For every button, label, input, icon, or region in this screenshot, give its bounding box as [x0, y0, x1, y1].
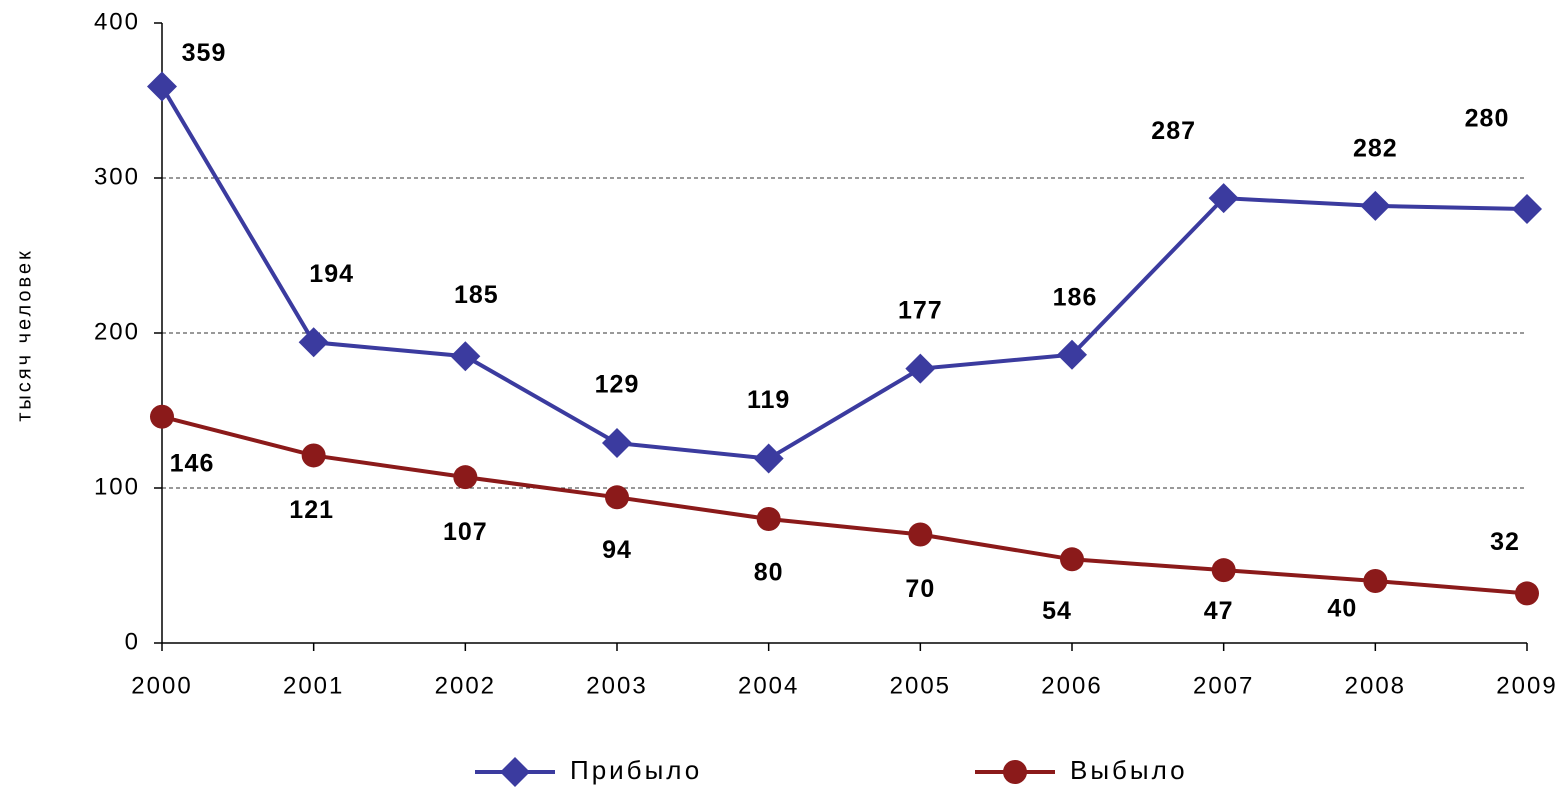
data-label: 186 — [1053, 283, 1098, 311]
data-label: 287 — [1151, 117, 1196, 145]
point-marker — [147, 71, 177, 102]
point-marker — [150, 404, 174, 429]
data-label: 32 — [1490, 528, 1520, 556]
y-tick-label: 300 — [94, 163, 140, 190]
y-tick-label: 0 — [125, 628, 140, 655]
y-tick-label: 200 — [94, 318, 140, 345]
series-line — [161, 414, 1528, 596]
data-label: 194 — [309, 260, 354, 288]
data-label: 121 — [289, 496, 334, 524]
point-marker — [605, 485, 629, 510]
point-marker — [298, 327, 329, 358]
x-tick-label: 2007 — [1193, 672, 1254, 699]
point-marker — [1208, 183, 1239, 214]
legend-label: Выбыло — [1070, 755, 1188, 785]
data-label: 107 — [443, 518, 488, 546]
x-tick-label: 2001 — [283, 672, 344, 699]
data-label: 70 — [905, 575, 935, 603]
data-label: 47 — [1204, 597, 1234, 625]
y-tick-label: 400 — [94, 8, 140, 35]
series-line — [160, 85, 1528, 461]
x-tick-label: 2008 — [1345, 672, 1406, 699]
point-marker — [301, 443, 326, 468]
point-marker — [1363, 569, 1388, 593]
data-label: 94 — [602, 536, 632, 564]
x-tick-label: 2009 — [1496, 672, 1557, 699]
data-label: 146 — [170, 449, 215, 477]
data-label: 185 — [454, 281, 499, 309]
data-label: 282 — [1353, 135, 1398, 163]
data-label: 40 — [1327, 595, 1357, 623]
x-tick-label: 2002 — [435, 672, 496, 699]
data-label: 80 — [754, 559, 784, 587]
data-label: 177 — [898, 296, 943, 324]
point-marker — [1515, 581, 1539, 606]
point-marker — [1057, 339, 1087, 370]
point-marker — [602, 428, 632, 459]
x-tick-label: 2006 — [1041, 672, 1102, 699]
x-tick-label: 2000 — [131, 672, 192, 699]
x-tick-label: 2005 — [890, 672, 951, 699]
point-marker — [905, 353, 936, 384]
data-label: 54 — [1042, 597, 1072, 625]
point-marker — [753, 443, 784, 474]
point-marker — [1512, 194, 1542, 224]
legend-marker — [500, 757, 530, 787]
data-label: 129 — [595, 371, 640, 399]
x-tick-label: 2003 — [586, 672, 647, 699]
data-label: 359 — [182, 39, 227, 67]
legend-label: Прибыло — [570, 755, 702, 785]
point-marker — [756, 507, 781, 531]
y-axis-label: тысяч человек — [13, 248, 35, 422]
legend-marker — [1003, 760, 1027, 784]
data-label: 119 — [747, 386, 790, 414]
y-tick-label: 100 — [94, 473, 140, 500]
data-label: 280 — [1465, 105, 1510, 133]
point-marker — [450, 341, 481, 372]
x-tick-label: 2004 — [738, 672, 799, 699]
point-marker — [908, 522, 933, 547]
point-marker — [1360, 190, 1391, 221]
point-marker — [1211, 558, 1236, 583]
point-marker — [1060, 547, 1084, 572]
point-marker — [453, 465, 478, 490]
